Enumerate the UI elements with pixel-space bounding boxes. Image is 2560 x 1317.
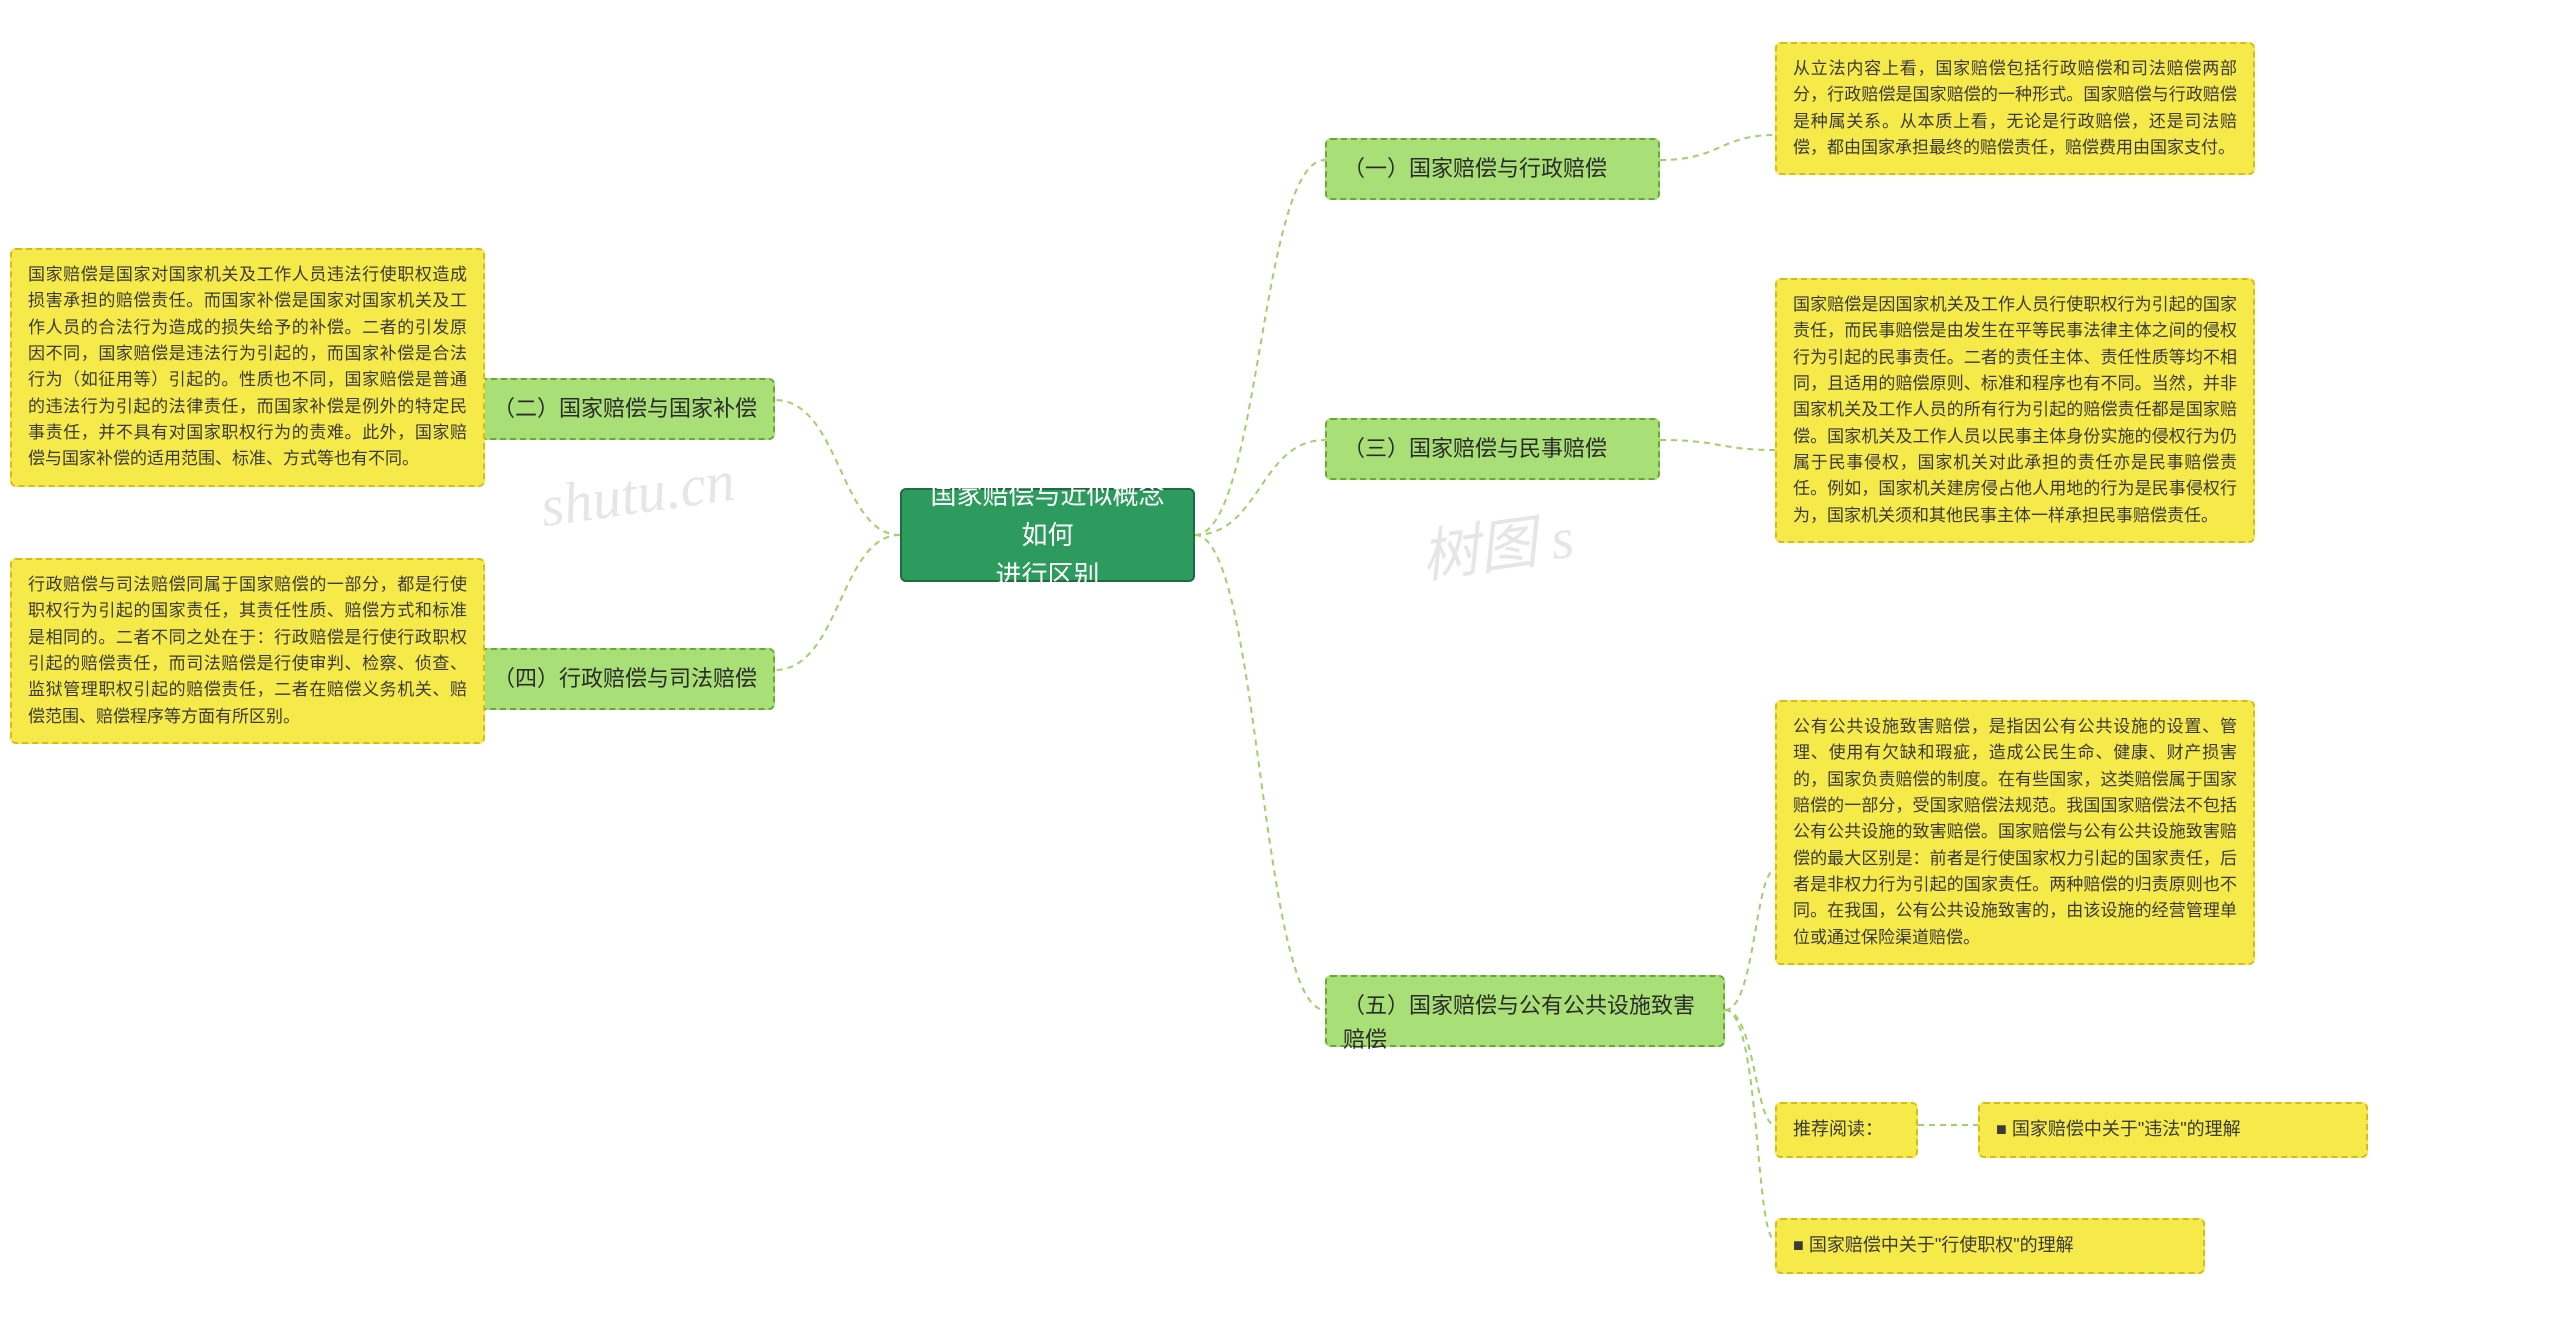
root-title-line2: 进行区别 bbox=[995, 560, 1099, 590]
mindmap-canvas: shutu.cn 树图 树图 s 国家赔偿与近似概念如何 进行区别 bbox=[0, 0, 2560, 1317]
sub-recommended: 推荐阅读： bbox=[1775, 1102, 1918, 1158]
branch-2: （二）国家赔偿与国家补偿 bbox=[475, 378, 775, 440]
bullet-2: ■ 国家赔偿中关于"行使职权"的理解 bbox=[1775, 1218, 2205, 1274]
leaf-2: 国家赔偿是国家对国家机关及工作人员违法行使职权造成损害承担的赔偿责任。而国家补偿… bbox=[10, 248, 485, 487]
leaf-3: 国家赔偿是因国家机关及工作人员行使职权行为引起的国家责任，而民事赔偿是由发生在平… bbox=[1775, 278, 2255, 543]
root-title-line1: 国家赔偿与近似概念如何 bbox=[930, 480, 1164, 550]
bullet-1: ■ 国家赔偿中关于"违法"的理解 bbox=[1978, 1102, 2368, 1158]
branch-3: （三）国家赔偿与民事赔偿 bbox=[1325, 418, 1660, 480]
watermark-1: shutu.cn bbox=[536, 447, 738, 540]
leaf-5: 公有公共设施致害赔偿，是指因公有公共设施的设置、管理、使用有欠缺和瑕疵，造成公民… bbox=[1775, 700, 2255, 965]
root-node: 国家赔偿与近似概念如何 进行区别 bbox=[900, 488, 1195, 582]
leaf-4: 行政赔偿与司法赔偿同属于国家赔偿的一部分，都是行使职权行为引起的国家责任，其责任… bbox=[10, 558, 485, 744]
branch-1: （一）国家赔偿与行政赔偿 bbox=[1325, 138, 1660, 200]
leaf-1: 从立法内容上看，国家赔偿包括行政赔偿和司法赔偿两部分，行政赔偿是国家赔偿的一种形… bbox=[1775, 42, 2255, 175]
branch-4: （四）行政赔偿与司法赔偿 bbox=[475, 648, 775, 710]
watermark-2: 树图 s bbox=[1415, 490, 1578, 594]
branch-5: （五）国家赔偿与公有公共设施致害赔偿 bbox=[1325, 975, 1725, 1047]
